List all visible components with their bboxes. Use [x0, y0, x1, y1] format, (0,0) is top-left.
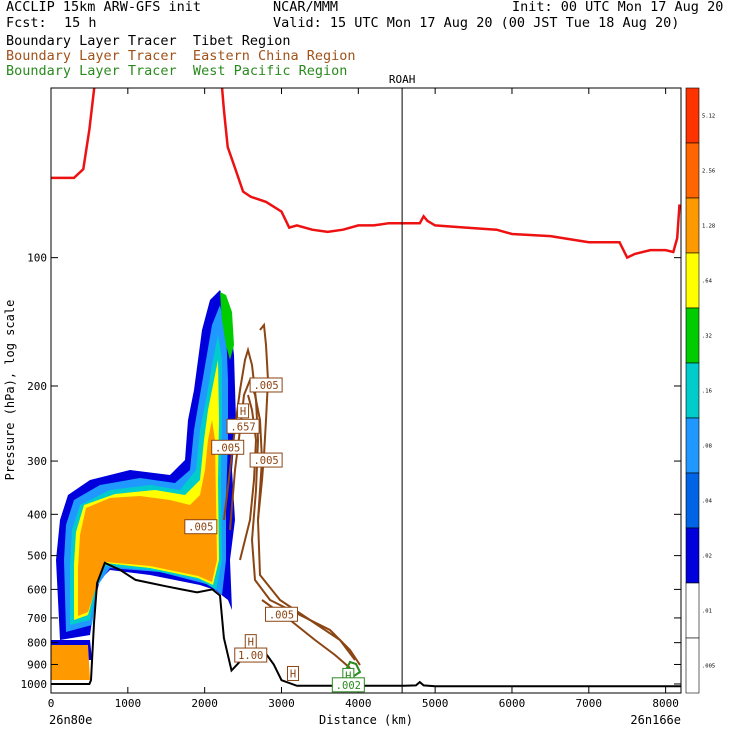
- contour-label: .005: [253, 380, 278, 392]
- tracer-tibet: Boundary Layer Tracer Tibet Region: [6, 33, 291, 49]
- colorbar-swatch: [685, 197, 700, 254]
- contour-label: .002: [336, 680, 361, 692]
- line-layer: [51, 88, 681, 688]
- colorbar-label: 2.56: [702, 169, 715, 175]
- colorbar-swatch: [685, 472, 700, 529]
- tracer-fill: [51, 290, 236, 680]
- model-line: ACCLIP 15km ARW-GFS init: [6, 0, 202, 15]
- contour-label: .005: [215, 442, 240, 454]
- contour-label: 1.00: [238, 650, 263, 662]
- roah-marker-label: ROAH: [389, 73, 416, 86]
- x-axis: 0 1000 2000 3000 4000 5000 6000 7000 8000: [48, 88, 679, 710]
- y-tick-label: 800: [27, 637, 47, 650]
- y-tick-label: 600: [27, 583, 47, 596]
- contour-label: .005: [188, 522, 213, 534]
- fcst-value: 15 h: [64, 15, 97, 31]
- colorbar-label: .02: [702, 554, 712, 560]
- colorbar-label: .08: [702, 444, 712, 450]
- contour-label: H: [240, 406, 246, 418]
- y-tick-label: 700: [27, 612, 47, 625]
- contour-label: .005: [269, 609, 294, 621]
- y-tick-label: 100: [27, 252, 47, 265]
- contour-label-box: [264, 606, 298, 622]
- x-tick-label: 0: [48, 697, 55, 710]
- x-axis-label: Distance (km): [319, 713, 413, 727]
- colorbar-swatch: [685, 582, 700, 639]
- init-time: Init: 00 UTC Mon 17 Aug 20: [512, 0, 724, 15]
- x-tick-label: 8000: [652, 697, 679, 710]
- colorbar-label: .64: [702, 279, 713, 285]
- colorbar-swatch: [685, 87, 700, 144]
- contour-label-box: [226, 418, 260, 434]
- left-endpoint-label: 26n80e: [49, 713, 92, 727]
- contour-label: H: [248, 637, 254, 649]
- y-tick-label: 900: [27, 658, 47, 671]
- y-tick-label: 1000: [21, 678, 48, 691]
- colorbar-swatch: [685, 142, 700, 199]
- contour-label-box: [237, 403, 250, 419]
- colorbar-swatch: [685, 637, 700, 694]
- x-tick-label: 2000: [191, 697, 218, 710]
- y-tick-label: 300: [27, 455, 47, 468]
- colorbar-label: 5.12: [702, 114, 715, 120]
- contour-label: .005: [253, 455, 278, 467]
- tracer-east-china: Boundary Layer Tracer Eastern China Regi…: [6, 48, 356, 64]
- colorbar-label: .16: [702, 389, 712, 395]
- contour-label: H: [345, 670, 351, 682]
- colorbar-label: 1.28: [702, 224, 715, 230]
- x-tick-label: 1000: [115, 697, 142, 710]
- x-tick-label: 4000: [345, 697, 372, 710]
- colorbar-swatch: [685, 307, 700, 364]
- valid-time: Valid: 15 UTC Mon 17 Aug 20 (00 JST Tue …: [273, 15, 680, 31]
- colorbar-swatch: [685, 417, 700, 474]
- contour-label-box: [287, 665, 300, 681]
- right-endpoint-label: 26n166e: [630, 713, 681, 727]
- contour-label-box: [184, 519, 218, 535]
- contour-label-box: [249, 452, 283, 468]
- colorbar-label: .32: [702, 334, 712, 340]
- contour-label-box: [211, 439, 245, 455]
- colorbar-swatch: [685, 527, 700, 584]
- contour-label-box: [249, 377, 283, 393]
- org-label: NCAR/MMM: [273, 0, 339, 15]
- tracer-west-pacific: Boundary Layer Tracer West Pacific Regio…: [6, 63, 348, 79]
- colorbar-swatch: [685, 252, 700, 309]
- colorbar: .005 .01 .02 .04 .08 .16 .32 .64 1.28 2.56 5.12: [685, 87, 715, 694]
- x-tick-label: 3000: [268, 697, 295, 710]
- terrain-line: [51, 561, 681, 688]
- x-tick-label: 6000: [499, 697, 526, 710]
- contour-label: .657: [230, 421, 255, 433]
- x-tick-label: 5000: [422, 697, 449, 710]
- contour-label-box: [234, 647, 268, 663]
- contour-label: H: [290, 668, 296, 680]
- colorbar-label: .005: [702, 664, 715, 670]
- fcst-label: Fcst:: [6, 15, 47, 31]
- colorbar-label: .04: [702, 499, 713, 505]
- contour-label-box: [331, 677, 365, 693]
- colorbar-label: .01: [702, 609, 712, 615]
- x-tick-label: 7000: [576, 697, 603, 710]
- y-axis-label: Pressure (hPa), log scale: [3, 300, 17, 481]
- tropopause-line: [51, 88, 681, 260]
- colorbar-swatch: [685, 362, 700, 419]
- y-tick-label: 400: [27, 508, 47, 521]
- y-axis: 100 200 300 400 500 600 700 800 900 1000: [21, 252, 681, 691]
- y-tick-label: 200: [27, 380, 47, 393]
- plot-frame: [50, 87, 682, 694]
- y-tick-label: 500: [27, 550, 47, 563]
